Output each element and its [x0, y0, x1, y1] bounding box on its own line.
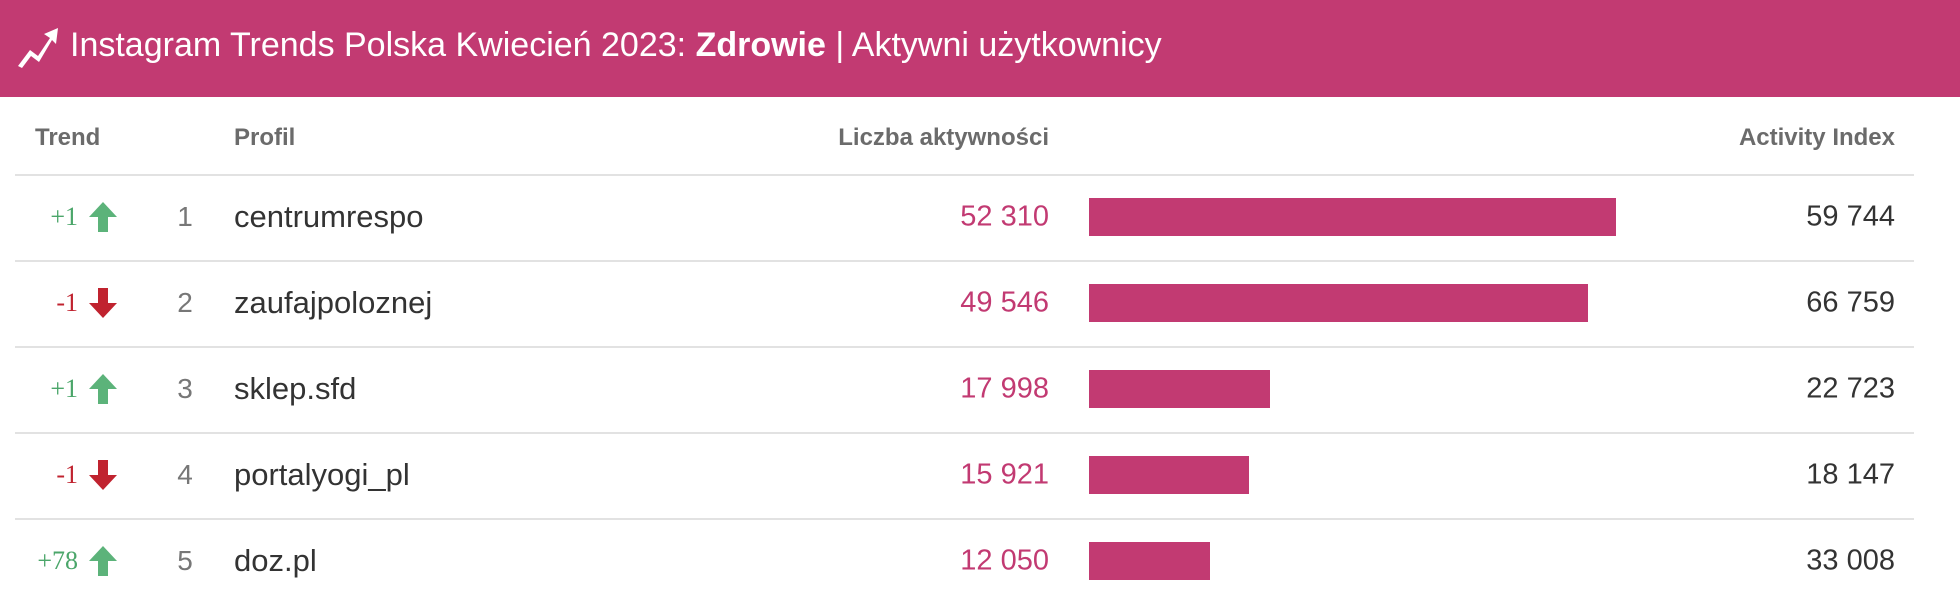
activity-bar	[1089, 284, 1589, 322]
arrow-up	[89, 202, 117, 232]
column-header: Activity Index	[1738, 124, 1895, 151]
profile-name: sklep.sfd	[234, 371, 357, 406]
trend-change: +78	[37, 546, 78, 575]
trend-change: -1	[56, 288, 78, 317]
activity-count: 15 921	[960, 458, 1049, 491]
row-divider	[15, 174, 1914, 176]
arrow-down	[89, 460, 117, 490]
arrow-up	[89, 374, 117, 404]
trend-change: +1	[50, 374, 78, 403]
title-category: Zdrowie	[695, 26, 826, 64]
rank: 3	[177, 373, 193, 404]
rank: 1	[177, 201, 193, 232]
column-header: Profil	[234, 124, 296, 151]
activity-count: 12 050	[960, 544, 1049, 577]
profile-name: doz.pl	[234, 543, 317, 578]
activity-bar	[1089, 370, 1271, 408]
arrow-up	[89, 546, 117, 576]
rank: 2	[177, 287, 193, 318]
title: Instagram Trends Polska Kwiecień 2023: Z…	[70, 0, 1162, 97]
row-divider	[15, 260, 1914, 262]
activity-count: 17 998	[960, 372, 1049, 405]
profile-name: zaufajpoloznej	[234, 285, 433, 320]
activity-index: 66 759	[1806, 286, 1895, 319]
activity-index: 33 008	[1806, 544, 1895, 577]
activity-bar	[1089, 456, 1250, 494]
activity-bar	[1089, 198, 1616, 236]
row-divider	[15, 346, 1914, 348]
profile-name: centrumrespo	[234, 199, 424, 234]
profile-name: portalyogi_pl	[234, 457, 410, 492]
row-divider	[15, 432, 1914, 434]
activity-bar	[1089, 542, 1211, 580]
trend-change: +1	[50, 202, 78, 231]
activity-count: 49 546	[960, 286, 1049, 319]
trend-change: -1	[56, 460, 78, 489]
trend-icon	[18, 28, 58, 68]
column-header: Liczba aktywności	[838, 124, 1049, 151]
column-header: Trend	[35, 124, 101, 151]
row-divider	[15, 518, 1914, 520]
title-subtitle: | Aktywni użytkownicy	[835, 26, 1162, 64]
activity-index: 22 723	[1806, 372, 1895, 405]
title-text: Instagram Trends Polska Kwiecień 2023:	[70, 26, 687, 64]
rank: 4	[177, 459, 193, 490]
activity-index: 59 744	[1806, 200, 1895, 233]
rank: 5	[177, 545, 193, 576]
activity-count: 52 310	[960, 200, 1049, 233]
arrow-down	[89, 288, 117, 318]
header: Instagram Trends Polska Kwiecień 2023: Z…	[0, 0, 1960, 97]
activity-index: 18 147	[1806, 458, 1895, 491]
